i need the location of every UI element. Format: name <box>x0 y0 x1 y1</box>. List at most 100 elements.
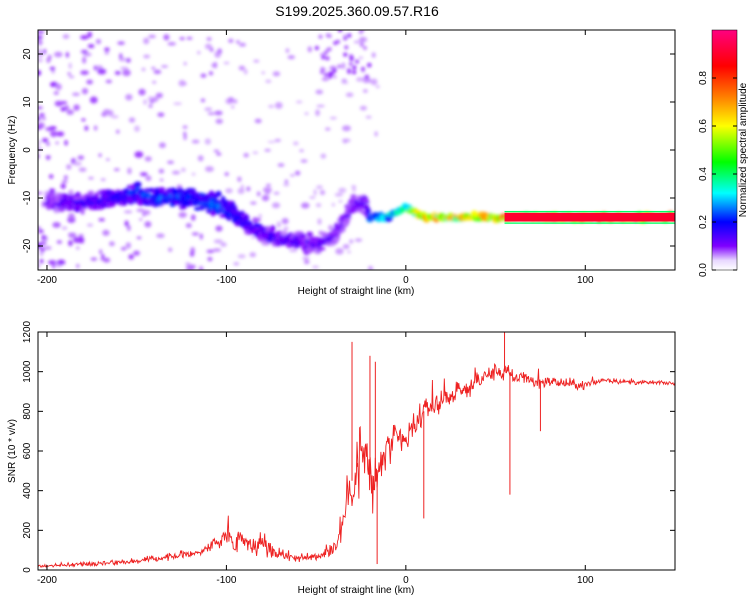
noise-blob <box>341 62 346 70</box>
noise-blob <box>333 75 337 79</box>
noise-blob <box>354 238 363 242</box>
noise-blob <box>186 36 193 40</box>
noise-blob <box>100 178 106 181</box>
noise-blob <box>266 183 271 187</box>
noise-blob <box>256 191 261 197</box>
noise-blob <box>143 99 147 105</box>
ridge-blob <box>68 189 74 195</box>
noise-blob <box>342 244 350 250</box>
noise-blob <box>60 107 67 112</box>
noise-blob <box>315 109 320 117</box>
noise-blob <box>75 246 80 250</box>
ytick-label: 600 <box>22 442 33 459</box>
noise-blob <box>66 164 72 170</box>
noise-blob <box>288 249 298 253</box>
noise-blob <box>283 183 290 187</box>
ytick-label: 200 <box>22 522 33 539</box>
noise-blob <box>315 203 322 208</box>
noise-blob <box>145 175 152 181</box>
noise-blob <box>62 34 70 39</box>
noise-blob <box>206 37 212 41</box>
noise-blob <box>370 78 378 86</box>
noise-blob <box>199 233 203 240</box>
noise-blob <box>55 141 59 145</box>
noise-blob <box>344 45 349 50</box>
noise-blob <box>364 74 369 79</box>
figure-title: S199.2025.360.09.57.R16 <box>275 3 439 19</box>
noise-blob <box>272 71 281 77</box>
noise-blob <box>185 262 191 265</box>
noise-blob <box>38 58 43 63</box>
noise-blob <box>67 72 72 76</box>
noise-blob <box>43 246 52 250</box>
snr-xlabel: Height of straight line (km) <box>298 585 415 596</box>
noise-blob <box>263 186 272 193</box>
noise-blob <box>45 141 50 146</box>
noise-blob <box>254 118 262 124</box>
ytick-label: 20 <box>22 48 33 60</box>
ridge-blob <box>364 199 369 203</box>
ytick-label: 400 <box>22 482 33 499</box>
noise-blob <box>343 52 348 57</box>
noise-blob <box>328 74 333 79</box>
noise-blob <box>190 214 196 221</box>
noise-blob <box>124 220 129 227</box>
noise-blob <box>128 117 136 123</box>
noise-blob <box>128 254 134 260</box>
colorbar-tick-label: 0.0 <box>698 263 709 277</box>
noise-blob <box>143 37 150 45</box>
noise-blob <box>309 196 316 199</box>
noise-blob <box>68 75 75 78</box>
noise-blob <box>155 92 163 99</box>
noise-blob <box>185 264 195 270</box>
noise-blob <box>182 82 188 85</box>
noise-blob <box>362 89 368 93</box>
noise-blob <box>356 77 364 82</box>
noise-blob <box>191 232 200 236</box>
noise-blob <box>327 34 332 39</box>
noise-blob <box>52 221 61 228</box>
noise-blob <box>253 59 260 63</box>
noise-blob <box>38 143 41 147</box>
ridge-blob <box>330 242 336 247</box>
noise-blob <box>99 249 103 255</box>
noise-blob <box>98 153 102 158</box>
noise-blob <box>250 201 257 205</box>
noise-blob <box>358 56 364 60</box>
noise-blob <box>341 138 351 143</box>
noise-blob <box>211 62 218 68</box>
noise-blob <box>167 160 175 165</box>
ridge-blob <box>125 188 131 194</box>
noise-blob <box>264 149 271 152</box>
noise-blob <box>223 62 230 65</box>
ytick-label: 1200 <box>22 320 33 343</box>
noise-blob <box>228 97 234 102</box>
noise-blob <box>204 107 213 112</box>
noise-blob <box>237 176 242 182</box>
colorbar-scale <box>711 29 738 271</box>
ytick-label: 0 <box>22 567 33 573</box>
noise-blob <box>68 232 77 239</box>
noise-blob <box>325 127 331 131</box>
noise-blob <box>319 190 326 196</box>
noise-blob <box>81 87 89 95</box>
ytick-label: -20 <box>22 238 33 253</box>
noise-blob <box>87 31 93 38</box>
noise-blob <box>46 57 51 64</box>
ridge-blob <box>230 204 238 211</box>
noise-blob <box>105 79 113 84</box>
noise-blob <box>335 247 344 255</box>
ridge-blob <box>280 230 288 236</box>
noise-blob <box>151 66 156 70</box>
noise-blob <box>139 218 143 221</box>
noise-blob <box>200 98 206 103</box>
noise-blob <box>375 85 380 89</box>
noise-blob <box>109 241 115 247</box>
ytick-label: -10 <box>22 190 33 205</box>
noise-blob <box>214 51 221 58</box>
ridge-blob <box>148 187 155 192</box>
xtick-label: 100 <box>577 575 594 586</box>
noise-blob <box>134 151 144 158</box>
noise-blob <box>313 189 317 196</box>
xtick-label: -200 <box>37 575 57 586</box>
